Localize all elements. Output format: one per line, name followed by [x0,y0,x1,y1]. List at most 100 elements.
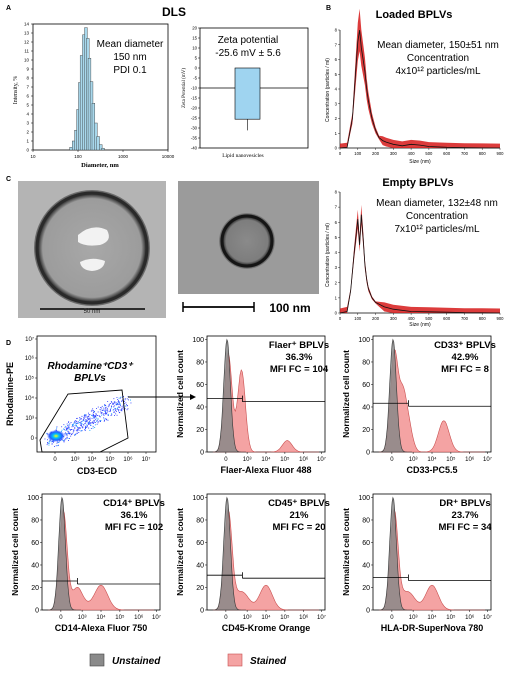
dls-bar [96,136,100,151]
scatter-event [116,414,118,416]
scatter-event [113,401,115,403]
scatter-event [109,403,110,405]
scatter-event [58,442,60,443]
scatter-event [105,410,107,412]
scatter-event [51,441,53,443]
dls-annotation-1: Mean diameter [97,39,164,50]
legend-swatch-stained [227,653,243,667]
scatter-event [119,412,121,413]
hist-ytick-label: 100 [358,337,370,344]
hist-ytick-label: 40 [362,562,370,569]
scatter-event [101,411,102,413]
scatter-event [68,431,70,433]
tem-image-right: 100 nm [178,181,319,318]
scatter-event [107,409,109,411]
scatter-event [75,422,77,424]
scatter-event [94,415,96,416]
hist-ytick-label: 60 [196,540,204,547]
scatter-event [77,429,79,431]
scatter-event [91,417,93,419]
scatter-event [113,405,115,407]
scatter-event [68,432,70,434]
scatter-event [85,424,87,426]
scatter-event [84,430,86,431]
scatter-event [91,422,93,424]
empty-xtick-label: 200 [372,316,380,321]
hist-ytick-label: 60 [196,382,204,389]
scatter-event [65,432,66,434]
scatter-event [104,411,106,412]
scatter-event [75,429,77,431]
hist-ytick-label: 0 [35,608,39,615]
empty-annotation-2: Concentration [406,211,468,222]
empty-ytick-label: 8 [335,190,338,195]
scatter-event [124,399,126,401]
hist-xtick-label: 10⁵ [280,614,290,621]
scatter-event [105,404,106,406]
hist-xtick-label: 10⁷ [317,614,326,621]
hist-unstained-area [212,496,246,611]
hist-xtick-label: 10⁴ [427,456,437,463]
zeta-annotation-1: Zeta potential [218,35,279,46]
zeta-chart: 20 15 10 5 0 -5 -10 -15 -20 -25 -30 -35 -40 Zeta Pot… [182,26,309,159]
scatter-event [111,414,113,416]
hist-unstained-area [47,496,81,611]
loaded-ytick-label: 0 [335,146,338,151]
scatter-event [97,415,98,416]
scatter-event [126,409,128,411]
scatter-event [121,407,123,409]
flow-scatter: 10⁷ 10⁶ 10⁵ 10⁴ 10³ 0 0 10³ 10⁴ 10⁵ 10⁶ 10⁷ Rhodam… [5,335,196,476]
scatter-event [80,422,82,424]
scatter-event [108,404,110,406]
scatter-xtick-label: 0 [53,457,57,463]
scatter-event [127,405,128,406]
scatter-event [123,396,124,397]
dls-bar [101,147,105,151]
empty-ytick-label: 6 [335,220,338,225]
scatter-event [92,425,94,427]
scatter-event [79,418,81,420]
scatter-event [124,402,126,404]
scatter-event [47,439,48,441]
hist-xtick-label: 10⁴ [96,614,106,621]
scatter-xtick-label: 10⁷ [142,456,151,463]
scatter-event [67,432,69,434]
scatter-event [107,401,109,402]
scatter-event [77,422,79,424]
hist-ytick-label: 60 [31,540,39,547]
scatter-event [115,404,117,406]
empty-xtick-label: 900 [497,316,505,321]
dls-ytick-label: 14 [24,22,30,27]
scatter-event [85,422,87,424]
zeta-ytick-label: -30 [191,126,198,131]
scatter-event [72,425,74,427]
gate-arrow-head [190,394,196,400]
hist-xtick-label: 0 [224,615,228,621]
scatter-event [103,418,105,420]
scatter-event [116,397,118,398]
hist-xtick-label: 10⁷ [483,456,492,463]
scatter-event [118,406,119,408]
scatter-event [92,414,94,416]
zeta-ytick-label: -5 [193,76,197,81]
dls-title: DLS [162,5,186,19]
scatter-event [100,420,102,421]
scatter-event [84,414,86,416]
scatter-event [85,427,87,428]
scatter-event [79,419,81,421]
scatter-event [92,427,94,429]
scatter-hotspot [47,430,65,442]
dls-bar [99,144,103,151]
hist-percent: 36.1% [121,510,148,521]
scatter-event [126,398,128,400]
scatter-event [74,434,75,436]
scatter-event [74,425,76,427]
hist-ytick-label: 40 [196,404,204,411]
scatter-event [64,433,66,434]
loaded-xtick-label: 400 [408,151,416,156]
tem-right-scale-box [178,294,319,318]
scatter-event [81,415,83,417]
hist-title: Flaer⁺ BPLVs [269,340,329,351]
scatter-event [106,413,108,414]
